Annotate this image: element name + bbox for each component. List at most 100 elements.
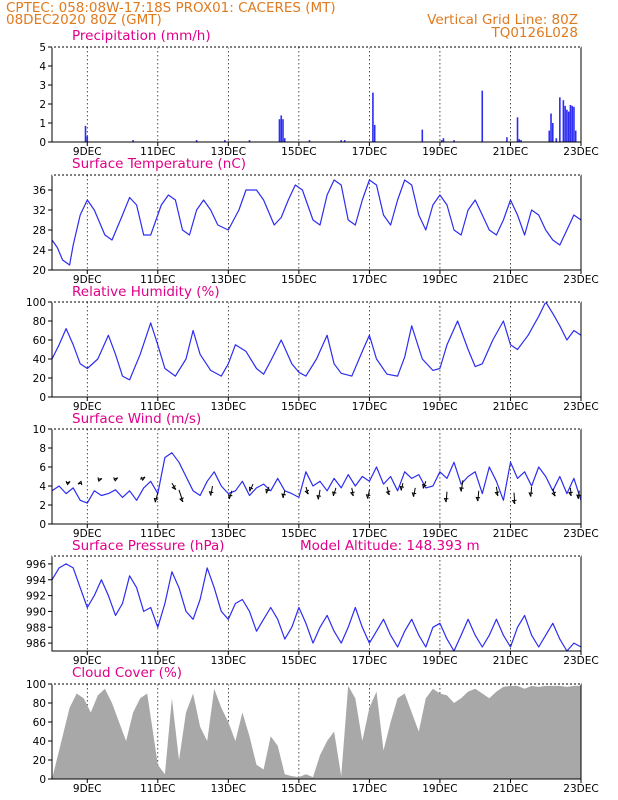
temp-y-tick-label: 24	[33, 245, 47, 257]
wind-arrow-head	[248, 486, 254, 492]
wind-x-tick-label: 23DEC	[563, 528, 598, 540]
wind-arrow-shaft	[413, 487, 416, 497]
precip-x-tick-label: 21DEC	[493, 146, 528, 158]
cloud-x-tick-label: 11DEC	[140, 783, 175, 795]
cloud-x-tick-label: 23DEC	[563, 783, 598, 795]
temp-x-tick-label: 15DEC	[281, 274, 316, 286]
wind-arrow-head	[475, 496, 481, 502]
temp-y-tick-label: 28	[33, 225, 46, 237]
precip-bar	[195, 140, 198, 142]
pressure-x-tick-label: 15DEC	[281, 655, 316, 667]
wind-arrow-shaft	[513, 492, 516, 504]
wind-arrow-head	[113, 477, 119, 482]
precip-bar	[506, 137, 508, 142]
wind-arrow-shaft	[154, 492, 159, 503]
wind-arrow-shaft	[351, 487, 354, 496]
wind-arrow-head	[494, 491, 500, 497]
rh-x-tick-label: 23DEC	[563, 401, 598, 413]
temp-x-tick-label: 21DEC	[493, 274, 528, 286]
precip-bar	[343, 140, 346, 142]
wind-x-tick-label: 17DEC	[352, 528, 387, 540]
precip-y-tick-label: 5	[39, 42, 46, 54]
precip-bar	[566, 109, 568, 142]
cloud-x-tick-label: 21DEC	[493, 783, 528, 795]
rh-frame	[51, 301, 582, 398]
temp-x-tick-label: 13DEC	[211, 274, 246, 286]
rh-y-tick-label: 40	[33, 354, 46, 366]
header-model-id: TQ0126L028	[491, 25, 578, 41]
wind-arrow-head	[385, 490, 391, 496]
wind-arrow-head	[65, 480, 71, 486]
temp-x-tick-label: 9DEC	[73, 274, 102, 286]
header-grid-note: Vertical Grid Line: 80Z	[427, 12, 578, 28]
precip-y-tick-label: 2	[39, 99, 46, 111]
wind-y-tick-label: 2	[39, 500, 46, 512]
wind-y-tick-label: 6	[39, 462, 46, 474]
precip-bar	[518, 139, 521, 142]
wind-arrow-head	[179, 497, 184, 503]
wind-arrow-head	[443, 497, 449, 503]
rh-series-line	[51, 301, 582, 381]
pressure-y-tick-label: 990	[26, 606, 46, 618]
precip-bar	[442, 138, 445, 142]
wind-arrow-shaft	[495, 486, 499, 496]
precip-bar	[373, 124, 376, 142]
precip-bar	[550, 113, 552, 142]
precip-x-tick-label: 11DEC	[140, 146, 175, 158]
wind-arrow-head	[411, 492, 417, 497]
rh-x-tick-label: 17DEC	[352, 401, 387, 413]
pressure-x-tick-label: 9DEC	[73, 655, 102, 667]
wind-arrow-shaft	[460, 480, 464, 492]
pressure-y-tick-label: 996	[26, 559, 46, 571]
header-station: CPTEC: 058:08W-17:18S PROX01: CACERES (M…	[6, 0, 336, 16]
temp-x-tick-label: 23DEC	[563, 274, 598, 286]
precip-bar	[86, 136, 89, 142]
pressure-x-tick-label: 21DEC	[493, 655, 528, 667]
wind-arrow-head	[77, 480, 83, 486]
precip-bar	[548, 130, 551, 142]
wind-frame	[51, 428, 582, 525]
rh-y-tick-label: 0	[39, 392, 46, 404]
rh-x-tick-label: 15DEC	[281, 401, 316, 413]
wind-arrow-head	[528, 492, 534, 497]
wind-arrow-shaft	[317, 489, 321, 500]
wind-arrow-head	[208, 491, 214, 496]
wind-arrow-shaft	[178, 489, 184, 502]
cloud-x-tick-label: 17DEC	[352, 783, 387, 795]
precip-bar	[453, 140, 455, 142]
cloud-x-tick-label: 19DEC	[422, 783, 457, 795]
temp-title: Surface Temperature (nC)	[72, 156, 246, 172]
pressure-frame	[51, 555, 582, 652]
rh-x-tick-label: 19DEC	[422, 401, 457, 413]
precip-x-tick-label: 23DEC	[563, 146, 598, 158]
precip-y-tick-label: 4	[39, 61, 46, 73]
precip-bar	[224, 140, 226, 142]
rh-y-tick-label: 20	[33, 373, 46, 385]
precip-bar	[564, 105, 566, 142]
wind-arrow-head	[316, 494, 321, 500]
wind-arrow-shaft	[333, 487, 337, 497]
precip-x-tick-label: 13DEC	[211, 146, 246, 158]
precip-bar	[440, 140, 443, 142]
wind-arrow-shaft	[577, 490, 580, 499]
wind-arrow-shaft	[386, 486, 390, 496]
precip-y-tick-label: 1	[39, 118, 46, 130]
wind-arrow-head	[422, 483, 427, 489]
precip-y-tick-label: 3	[39, 80, 46, 92]
precip-x-tick-label: 15DEC	[281, 146, 316, 158]
pressure-x-tick-label: 19DEC	[422, 655, 457, 667]
precip-bar	[132, 140, 134, 142]
precip-x-tick-label: 19DEC	[422, 146, 457, 158]
wind-series-line	[51, 452, 582, 504]
wind-y-tick-label: 8	[39, 443, 46, 455]
wind-x-tick-label: 9DEC	[73, 528, 102, 540]
cloud-title: Cloud Cover (%)	[72, 665, 182, 681]
cloud-y-tick-label: 40	[33, 736, 46, 748]
header-run-date: 08DEC2020 80Z (GMT)	[6, 12, 162, 28]
precip-bar	[340, 140, 342, 142]
precip-bar	[248, 140, 251, 142]
temp-y-tick-label: 36	[33, 185, 47, 197]
rh-y-tick-label: 80	[33, 316, 46, 328]
wind-y-tick-label: 10	[33, 424, 46, 436]
